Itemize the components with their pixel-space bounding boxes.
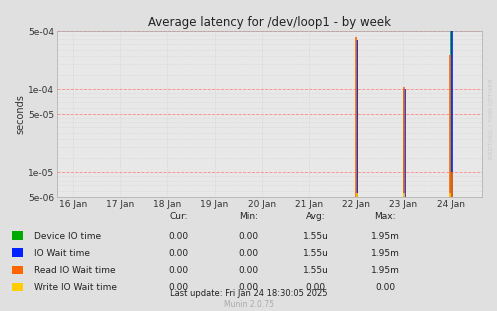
Text: 0.00: 0.00 [239, 232, 258, 241]
Text: 1.55u: 1.55u [303, 232, 329, 241]
Text: 1.55u: 1.55u [303, 266, 329, 275]
Text: IO Wait time: IO Wait time [34, 249, 90, 258]
Text: Avg:: Avg: [306, 212, 326, 221]
Text: Munin 2.0.75: Munin 2.0.75 [224, 300, 273, 309]
Text: 1.55u: 1.55u [303, 249, 329, 258]
Text: 0.00: 0.00 [239, 266, 258, 275]
Text: 0.00: 0.00 [169, 232, 189, 241]
Text: 0.00: 0.00 [169, 249, 189, 258]
Text: Last update: Fri Jan 24 18:30:05 2025: Last update: Fri Jan 24 18:30:05 2025 [170, 289, 327, 298]
Text: 0.00: 0.00 [169, 266, 189, 275]
Text: 1.95m: 1.95m [371, 249, 400, 258]
Text: 1.95m: 1.95m [371, 266, 400, 275]
Text: Max:: Max: [374, 212, 396, 221]
Text: 0.00: 0.00 [239, 283, 258, 292]
Text: RRDTOOL / TOBI OETIKER: RRDTOOL / TOBI OETIKER [489, 78, 494, 159]
Text: Cur:: Cur: [169, 212, 188, 221]
Title: Average latency for /dev/loop1 - by week: Average latency for /dev/loop1 - by week [148, 16, 391, 29]
Text: Min:: Min: [239, 212, 258, 221]
Text: 1.95m: 1.95m [371, 232, 400, 241]
Text: 0.00: 0.00 [375, 283, 395, 292]
Text: 0.00: 0.00 [306, 283, 326, 292]
Text: 0.00: 0.00 [169, 283, 189, 292]
Text: Device IO time: Device IO time [34, 232, 101, 241]
Text: 0.00: 0.00 [239, 249, 258, 258]
Text: Read IO Wait time: Read IO Wait time [34, 266, 115, 275]
Y-axis label: seconds: seconds [15, 94, 25, 134]
Text: Write IO Wait time: Write IO Wait time [34, 283, 117, 292]
